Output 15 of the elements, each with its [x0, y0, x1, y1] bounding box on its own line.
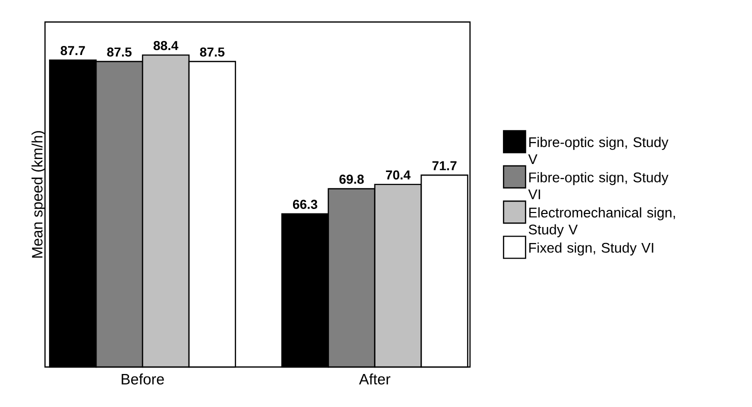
data-label: 87.7	[60, 46, 85, 56]
data-label: 66.3	[292, 200, 318, 209]
x-tick-label: Before	[122, 374, 164, 384]
data-label: 88.4	[154, 40, 178, 50]
legend-label: Fibre-optic sign, Study VI	[528, 172, 668, 200]
data-label: 70.4	[386, 170, 411, 180]
legend-label: Fibre-optic sign, Study V	[528, 136, 668, 164]
data-label: 87.5	[200, 47, 224, 57]
data-label: 69.8	[339, 174, 364, 184]
legend-label: Electromechanical sign, Study V	[528, 207, 675, 238]
data-label: 71.7	[432, 161, 457, 170]
y-axis-title: Mean speed (km/h)	[32, 131, 46, 258]
legend-label: Fixed sign, Study VI	[529, 242, 654, 256]
data-label: 87.5	[107, 47, 132, 57]
x-tick-label: After	[359, 374, 390, 384]
